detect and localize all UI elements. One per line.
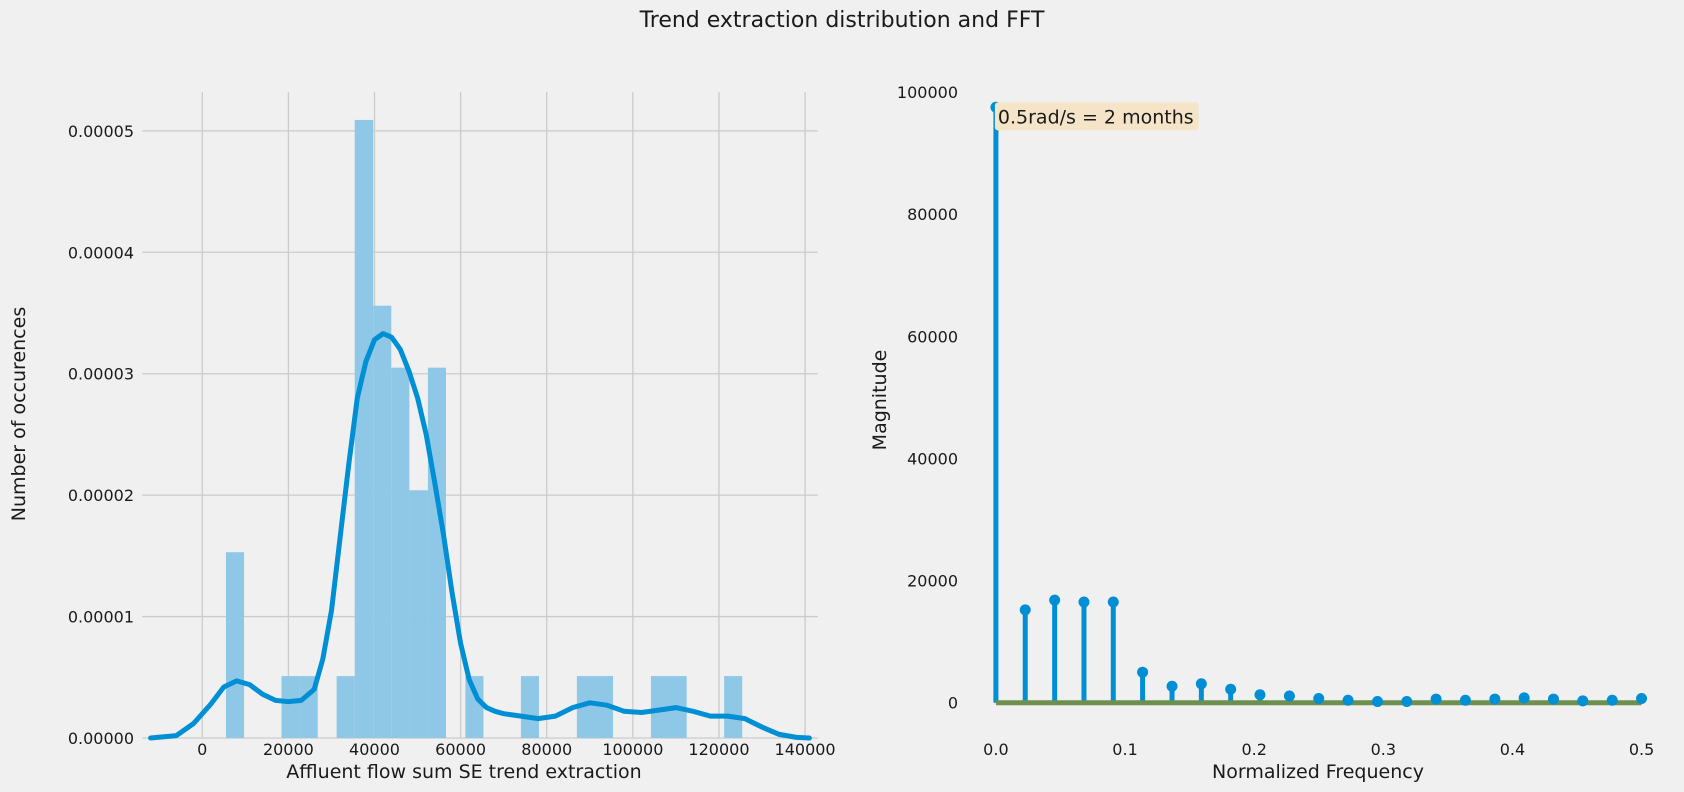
fft-marker bbox=[1606, 694, 1618, 706]
fft-marker bbox=[1636, 692, 1648, 704]
fft-stem-chart: 0.5rad/s = 2 months 0.0 0.1 0.2 0.3 0.4 0.5 0… bbox=[869, 83, 1654, 783]
fft-marker bbox=[1489, 693, 1501, 705]
histogram-y-tick-label: 0.00000 bbox=[68, 729, 134, 748]
fft-marker bbox=[1342, 694, 1354, 706]
fft-marker bbox=[1577, 695, 1589, 707]
fft-y-tick-label: 20000 bbox=[907, 572, 958, 591]
histogram-y-tick-label: 0.00003 bbox=[68, 365, 134, 384]
histogram-chart: 0 20000 40000 60000 80000 100000 120000 140000 … bbox=[8, 92, 836, 783]
fft-marker bbox=[1371, 696, 1383, 708]
fft-x-tick-label: 0.2 bbox=[1241, 740, 1266, 759]
histogram-x-tick-label: 60000 bbox=[435, 740, 486, 759]
histogram-bar bbox=[427, 367, 446, 738]
fft-x-axis-label: Normalized Frequency bbox=[1212, 761, 1424, 783]
fft-marker bbox=[1547, 693, 1559, 705]
fft-marker bbox=[1019, 604, 1031, 616]
fft-marker bbox=[1459, 694, 1471, 706]
histogram-x-tick-label: 100000 bbox=[602, 740, 663, 759]
histogram-bar bbox=[409, 490, 428, 738]
fft-marker bbox=[1283, 690, 1295, 702]
fft-annotation-box bbox=[994, 102, 1199, 131]
histogram-y-tick-label: 0.00001 bbox=[68, 608, 134, 627]
histogram-bar bbox=[354, 119, 374, 738]
fft-marker bbox=[1137, 666, 1149, 678]
histogram-y-tick-label: 0.00002 bbox=[68, 486, 134, 505]
histogram-y-tick-label: 0.00004 bbox=[68, 243, 134, 262]
figure-title: Trend extraction distribution and FFT bbox=[639, 8, 1045, 33]
fft-annotation: 0.5rad/s = 2 months bbox=[994, 102, 1199, 131]
fft-y-tick-labels: 0 20000 40000 60000 80000 100000 bbox=[897, 83, 958, 713]
fft-marker bbox=[1107, 596, 1119, 608]
fft-y-tick-label: 80000 bbox=[907, 205, 958, 224]
histogram-bar bbox=[724, 676, 743, 738]
kde-line bbox=[148, 331, 812, 741]
histogram-x-tick-label: 80000 bbox=[521, 740, 572, 759]
fft-marker bbox=[1313, 692, 1325, 704]
histogram-x-tick-label: 0 bbox=[197, 740, 207, 759]
fft-y-tick-label: 100000 bbox=[897, 83, 958, 102]
fft-marker bbox=[1430, 693, 1442, 705]
histogram-y-tick-labels: 0.00000 0.00001 0.00002 0.00003 0.00004 0.000… bbox=[68, 122, 134, 748]
histogram-bar bbox=[336, 676, 355, 738]
histogram-bar bbox=[391, 367, 410, 738]
fft-marker bbox=[1518, 692, 1530, 704]
fft-y-tick-label: 60000 bbox=[907, 327, 958, 346]
fft-marker bbox=[1254, 689, 1266, 701]
histogram-y-tick-label: 0.00005 bbox=[68, 122, 134, 141]
histogram-x-axis-label: Affluent flow sum SE trend extraction bbox=[286, 761, 641, 783]
fft-marker bbox=[1078, 596, 1090, 608]
fft-x-tick-label: 0.4 bbox=[1500, 740, 1525, 759]
fft-y-tick-label: 40000 bbox=[907, 449, 958, 468]
histogram-gridlines bbox=[142, 92, 818, 739]
histogram-x-tick-labels: 0 20000 40000 60000 80000 100000 120000 140000 bbox=[197, 740, 835, 759]
histogram-bar bbox=[520, 676, 539, 738]
histogram-bar bbox=[281, 676, 300, 738]
histogram-y-axis-label: Number of occurences bbox=[8, 307, 30, 521]
fft-marker bbox=[1401, 696, 1413, 708]
fft-x-tick-label: 0.5 bbox=[1629, 740, 1654, 759]
fft-x-tick-label: 0.3 bbox=[1371, 740, 1396, 759]
histogram-bar bbox=[373, 305, 392, 738]
fft-x-tick-label: 0.1 bbox=[1112, 740, 1137, 759]
histogram-x-tick-label: 120000 bbox=[688, 740, 749, 759]
histogram-x-tick-label: 140000 bbox=[775, 740, 836, 759]
fft-y-axis-label: Magnitude bbox=[869, 350, 891, 451]
fft-x-tick-labels: 0.0 0.1 0.2 0.3 0.4 0.5 bbox=[983, 740, 1654, 759]
histogram-x-tick-label: 40000 bbox=[349, 740, 400, 759]
fft-marker bbox=[1166, 680, 1178, 692]
fft-marker bbox=[1049, 594, 1061, 606]
fft-marker bbox=[1225, 683, 1237, 695]
fft-x-tick-label: 0.0 bbox=[983, 740, 1008, 759]
fft-y-tick-label: 0 bbox=[948, 694, 958, 713]
fft-annotation-text: 0.5rad/s = 2 months bbox=[998, 106, 1194, 128]
histogram-bar bbox=[465, 676, 484, 738]
fft-marker bbox=[1195, 678, 1207, 690]
histogram-bar bbox=[225, 552, 245, 738]
histogram-x-tick-label: 20000 bbox=[263, 740, 314, 759]
